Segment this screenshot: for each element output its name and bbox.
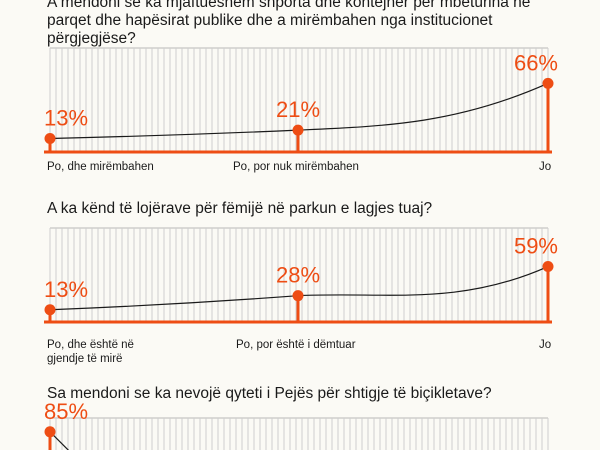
chart1-category-2: Po, por nuk mirëmbahen bbox=[233, 161, 359, 173]
chart2-series-line bbox=[49, 265, 549, 311]
chart3-title: Sa mendoni se ka nevojë qyteti i Pejës p… bbox=[47, 385, 492, 402]
chart2-value-label-3: 59% bbox=[514, 234, 558, 259]
chart3-point-1 bbox=[44, 426, 56, 438]
chart3-series-line bbox=[49, 431, 70, 450]
chart1-point-1 bbox=[44, 132, 56, 144]
chart1-category-1: Po, dhe mirëmbahen bbox=[47, 161, 154, 173]
chart2-category-3: Jo bbox=[539, 339, 552, 351]
chart2-value-label-2: 28% bbox=[276, 263, 320, 288]
chart1-value-label-3: 66% bbox=[514, 50, 558, 75]
chart1-category-3: Jo bbox=[539, 161, 552, 173]
chart2-category-2: Po, por është i dëmtuar bbox=[236, 339, 356, 351]
chart1-point-2 bbox=[292, 124, 304, 136]
chart1-title: A mendoni se ka mjaftueshëm shporta dhe … bbox=[47, 0, 531, 47]
chart1-series-line bbox=[49, 82, 549, 140]
chart1-value-label-1: 13% bbox=[44, 105, 88, 130]
chart2-point-2 bbox=[292, 290, 304, 302]
chart1-point-3 bbox=[542, 77, 554, 89]
chart2-category-1: Po, dhe është në gjendje të mirë bbox=[47, 339, 134, 365]
chart2-title: A ka kënd të lojërave për fëmijë në park… bbox=[47, 200, 433, 217]
chart2-point-1 bbox=[44, 304, 56, 316]
chart1-value-label-2: 21% bbox=[276, 97, 320, 122]
chart2-value-label-1: 13% bbox=[44, 277, 88, 302]
chart2-point-3 bbox=[542, 261, 554, 273]
